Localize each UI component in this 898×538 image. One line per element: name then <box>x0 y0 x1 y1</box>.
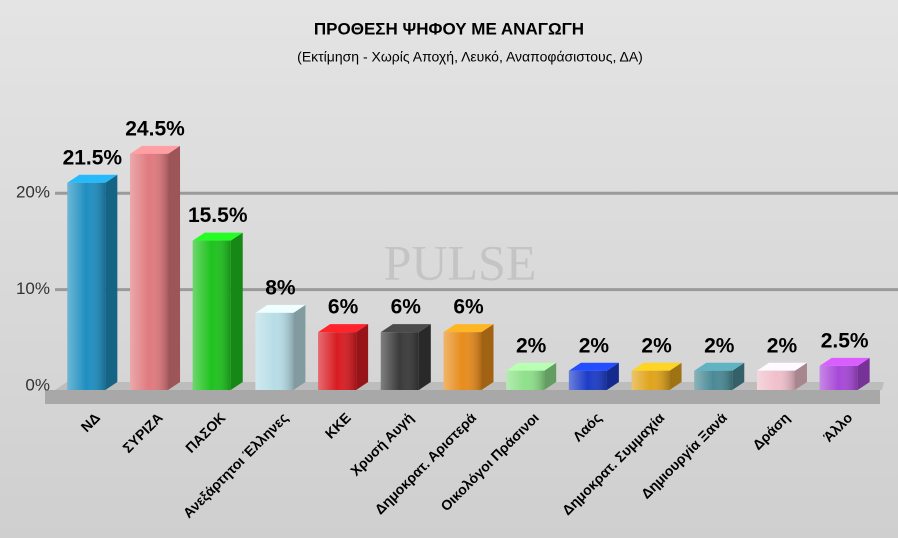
bar-top <box>318 324 369 333</box>
bar-side <box>857 357 870 390</box>
bar-side <box>230 232 243 390</box>
bar-shade <box>443 332 482 390</box>
value-label: 2% <box>704 334 735 357</box>
bar-side <box>356 324 369 390</box>
bar-top <box>756 362 807 371</box>
chart-title: ΠΡΟΘΕΣΗ ΨΗΦΟΥ ΜΕ ΑΝΑΓΩΓΗ <box>314 19 584 38</box>
bar-shade <box>130 153 169 390</box>
bar-top <box>443 324 494 333</box>
bar-side <box>732 362 745 390</box>
y-tick-label: 10% <box>16 279 50 298</box>
value-label: 6% <box>453 296 484 319</box>
value-label: 2% <box>767 334 798 357</box>
bar-side <box>544 362 557 390</box>
bar-shade <box>380 332 419 390</box>
bar-top <box>694 362 745 371</box>
bar-shade <box>631 370 670 390</box>
value-label: 8% <box>265 276 296 299</box>
value-label: 2% <box>516 334 547 357</box>
bar-shade <box>506 370 545 390</box>
value-label: 6% <box>328 296 359 319</box>
bar-side <box>105 174 118 390</box>
bar-side <box>606 362 619 390</box>
bar-shade <box>67 182 106 390</box>
bar-top <box>380 324 431 333</box>
y-tick-label: 0% <box>25 375 50 394</box>
bar-shade <box>192 240 231 390</box>
value-label: 2% <box>641 334 672 357</box>
y-tick-label: 20% <box>16 183 50 202</box>
bar-top <box>192 232 243 241</box>
bar-top <box>506 362 557 371</box>
value-label: 2% <box>579 334 610 357</box>
bar-side <box>293 304 306 390</box>
bar-shade <box>756 370 795 390</box>
bar-side <box>418 324 431 390</box>
bar-side <box>669 362 682 390</box>
bar-shade <box>568 370 607 390</box>
bar-side <box>794 362 807 390</box>
value-label: 24.5% <box>125 117 185 140</box>
bar-top <box>130 145 181 154</box>
bar-shade <box>318 332 357 390</box>
floor-front <box>45 390 880 404</box>
chart-subtitle: (Εκτίμηση - Χωρίς Αποχή, Λευκό, Αναποφάσ… <box>297 49 643 65</box>
bar-top <box>819 357 870 366</box>
bar-side <box>168 145 181 390</box>
bar-side <box>481 324 494 390</box>
bar-shade <box>255 312 294 390</box>
watermark: PULSE <box>384 234 537 290</box>
value-label: 15.5% <box>188 204 248 227</box>
bar-shade <box>819 365 858 390</box>
bar-top <box>255 304 306 313</box>
bar-top <box>568 362 619 371</box>
bar-top <box>631 362 682 371</box>
value-label: 21.5% <box>63 146 123 169</box>
bar-shade <box>694 370 733 390</box>
bar-top <box>67 174 118 183</box>
value-label: 6% <box>391 296 422 319</box>
value-label: 2.5% <box>821 329 869 352</box>
